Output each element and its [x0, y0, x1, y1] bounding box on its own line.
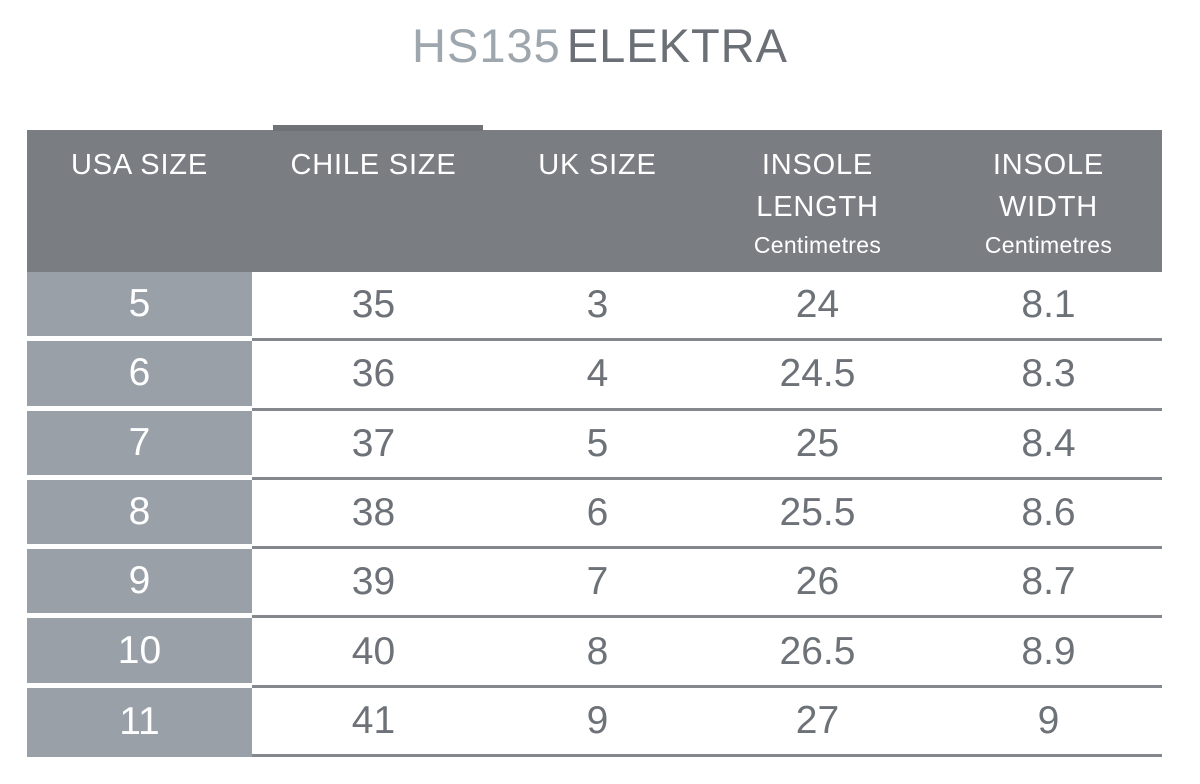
- cell-insole-width: 8.9: [935, 618, 1162, 688]
- cell-insole-width: 8.4: [935, 410, 1162, 480]
- column-header-label: UK SIZE: [538, 149, 657, 181]
- column-header-uk-size: UK SIZE: [495, 130, 700, 272]
- column-header-label: INSOLE: [761, 149, 874, 181]
- cell-chile-size: 35: [252, 272, 495, 342]
- cell-insole-length: 25: [700, 410, 935, 480]
- cell-uk-size: 5: [495, 410, 700, 480]
- chile-column-tab: [273, 125, 483, 131]
- cell-usa-size: 11: [27, 687, 252, 758]
- model-name: ELEKTRA: [566, 19, 788, 72]
- cell-usa-size: 9: [27, 549, 252, 619]
- cell-usa-size: 10: [27, 618, 252, 688]
- cell-usa-size: 8: [27, 479, 252, 550]
- column-header-usa-size: USA SIZE: [27, 130, 252, 272]
- cell-uk-size: 6: [495, 479, 700, 550]
- cell-insole-width: 8.3: [935, 341, 1162, 411]
- cell-insole-width: 8.6: [935, 479, 1162, 550]
- cell-insole-length: 26.5: [700, 618, 935, 688]
- column-header-unit: Centimetres: [753, 232, 882, 258]
- cell-insole-length: 24.5: [700, 341, 935, 411]
- cell-chile-size: 41: [252, 687, 495, 758]
- page-title: HS135 ELEKTRA: [0, 18, 1200, 74]
- cell-chile-size: 39: [252, 549, 495, 619]
- cell-insole-length: 26: [700, 549, 935, 619]
- cell-chile-size: 36: [252, 341, 495, 411]
- cell-insole-width: 8.1: [935, 272, 1162, 342]
- cell-insole-length: 25.5: [700, 479, 935, 550]
- size-table-grid: USA SIZE CHILE SIZE UK SIZE INSOLE LENGTH Cen…: [27, 130, 1162, 758]
- column-header-label: WIDTH: [998, 191, 1099, 223]
- column-header-label: CHILE SIZE: [290, 149, 457, 181]
- cell-uk-size: 8: [495, 618, 700, 688]
- cell-insole-length: 27: [700, 687, 935, 758]
- cell-chile-size: 40: [252, 618, 495, 688]
- cell-usa-size: 7: [27, 410, 252, 480]
- cell-insole-width: 9: [935, 687, 1162, 758]
- size-table: USA SIZE CHILE SIZE UK SIZE INSOLE LENGTH Cen…: [27, 125, 1162, 758]
- column-header-insole-length: INSOLE LENGTH Centimetres: [700, 130, 935, 272]
- cell-uk-size: 4: [495, 341, 700, 411]
- column-header-label: INSOLE: [992, 149, 1105, 181]
- model-code: HS135: [412, 19, 561, 72]
- cell-insole-width: 8.7: [935, 549, 1162, 619]
- column-header-unit: Centimetres: [984, 232, 1113, 258]
- cell-chile-size: 38: [252, 479, 495, 550]
- cell-usa-size: 6: [27, 341, 252, 411]
- cell-uk-size: 7: [495, 549, 700, 619]
- cell-insole-length: 24: [700, 272, 935, 342]
- cell-usa-size: 5: [27, 272, 252, 342]
- column-header-insole-width: INSOLE WIDTH Centimetres: [935, 130, 1162, 272]
- cell-uk-size: 3: [495, 272, 700, 342]
- column-header-label: USA SIZE: [71, 149, 208, 181]
- column-header-chile-size: CHILE SIZE: [252, 130, 495, 272]
- cell-uk-size: 9: [495, 687, 700, 758]
- cell-chile-size: 37: [252, 410, 495, 480]
- column-header-label: LENGTH: [756, 191, 879, 223]
